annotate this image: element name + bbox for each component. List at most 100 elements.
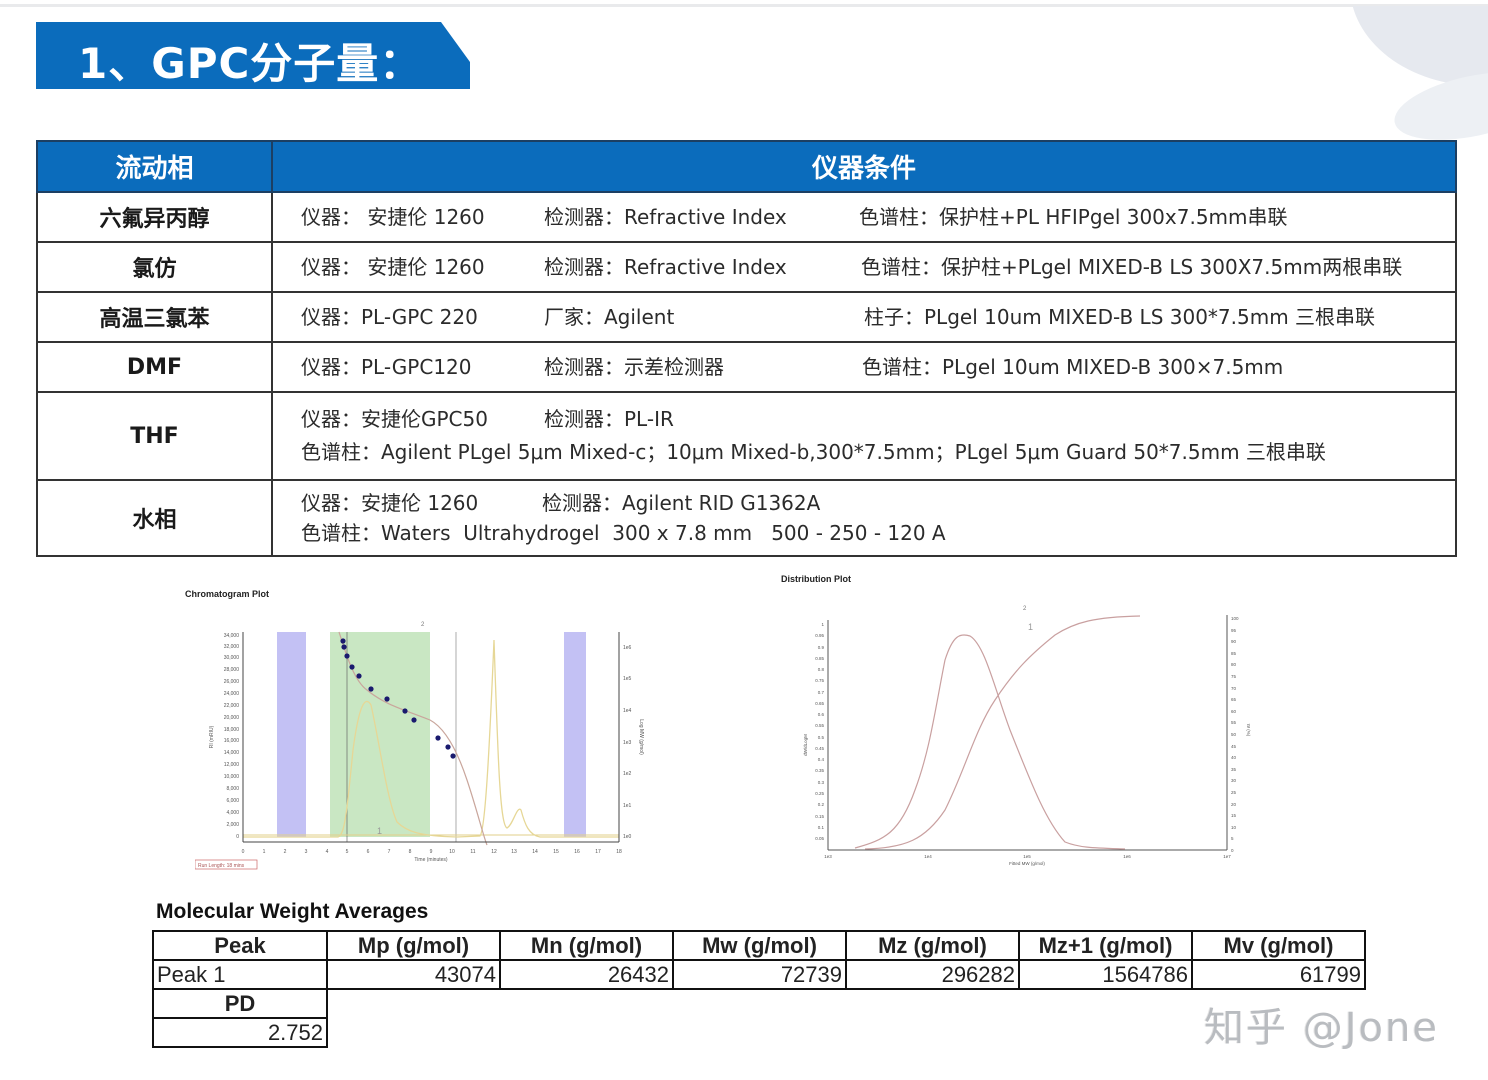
- mobile-phase-cell: 氯仿: [36, 241, 273, 293]
- svg-text:3: 3: [305, 849, 308, 855]
- column-text: 色谱柱：Waters Ultrahydrogel 300 x 7.8 mm 50…: [301, 521, 946, 545]
- y-axis-ticks: 0 2,000 4,000 6,000 8,000 10,000 12,000 …: [224, 633, 240, 840]
- svg-text:10,000: 10,000: [224, 774, 240, 780]
- watermark: 知乎 @Jone: [1204, 1005, 1439, 1051]
- mp-value: 43074: [326, 959, 501, 990]
- svg-text:85: 85: [1231, 651, 1237, 656]
- svg-text:7: 7: [388, 849, 391, 855]
- svg-text:18: 18: [616, 849, 622, 855]
- run-length-box: [195, 859, 258, 870]
- detector-text: 检测器：Refractive Index: [544, 254, 787, 279]
- column-text: 色谱柱：PLgel 10um MIXED-B 300×7.5mm: [862, 354, 1284, 379]
- svg-text:28,000: 28,000: [224, 667, 240, 673]
- mw-averages-table: Peak Mp (g/mol) Mn (g/mol) Mw (g/mol) Mz…: [152, 930, 1366, 1048]
- col-mz1: Mz+1 (g/mol): [1018, 930, 1193, 961]
- conditions-cell: 仪器： 安捷伦 1260 检测器：Refractive Index 色谱柱：保护…: [271, 191, 1457, 243]
- distribution-title: Distribution Plot: [781, 574, 851, 584]
- svg-text:26,000: 26,000: [224, 679, 240, 685]
- svg-text:0.15: 0.15: [815, 814, 824, 819]
- svg-text:1e3: 1e3: [623, 740, 632, 746]
- svg-text:60: 60: [1231, 709, 1237, 714]
- section-title: 1、GPC分子量：: [78, 39, 423, 88]
- svg-text:10: 10: [1231, 825, 1237, 830]
- svg-text:12,000: 12,000: [224, 762, 240, 768]
- svg-text:0.2: 0.2: [818, 802, 825, 807]
- instrument-text: 仪器：安捷伦 1260: [301, 491, 479, 515]
- svg-text:30,000: 30,000: [224, 655, 240, 661]
- svg-text:90: 90: [1231, 639, 1237, 644]
- svg-text:2,000: 2,000: [226, 822, 239, 828]
- calibration-points: [340, 638, 456, 759]
- svg-text:55: 55: [1231, 720, 1237, 725]
- detector-text: 检测器：Agilent RID G1362A: [542, 491, 821, 515]
- conditions-cell: 仪器： 安捷伦 1260 检测器：Refractive Index 色谱柱：保护…: [271, 241, 1457, 293]
- x-axis-label: Fitted MW (g/mol): [1009, 861, 1045, 866]
- mn-value: 26432: [499, 959, 674, 990]
- x-axis-ticks: 0 1 2 3 4 5 6 7 8 9 10 11 12 13 14 15 16…: [242, 849, 622, 855]
- svg-text:50: 50: [1231, 732, 1237, 737]
- svg-text:0: 0: [242, 849, 245, 855]
- svg-text:4,000: 4,000: [226, 810, 239, 816]
- svg-text:20: 20: [1231, 802, 1237, 807]
- column-text: 色谱柱：Agilent PLgel 5μm Mixed-c；10μm Mixed…: [301, 440, 1326, 464]
- svg-text:0.25: 0.25: [815, 791, 824, 796]
- y2-axis-ticks: 1e0 1e1 1e2 1e3 1e4 1e5 1e6: [623, 645, 632, 840]
- conditions-cell: 仪器：安捷伦GPC50 检测器：PL-IR 色谱柱：Agilent PLgel …: [271, 391, 1457, 481]
- instrument-text: 仪器：PL-GPC 220: [301, 304, 478, 329]
- y2-axis-label: W (%): [1246, 724, 1251, 737]
- svg-text:0.8: 0.8: [818, 667, 825, 672]
- distribution-plot: 2 1 0.05 0.1 0.15 0.2 0.25 0.3 0.35 0.4 …: [803, 606, 1251, 866]
- instrument-text: 仪器：安捷伦GPC50: [301, 407, 488, 431]
- svg-text:1: 1: [263, 849, 266, 855]
- svg-text:0.5: 0.5: [818, 735, 825, 740]
- table-row: THF 仪器：安捷伦GPC50 检测器：PL-IR 色谱柱：Agilent PL…: [36, 391, 1457, 481]
- svg-text:0.3: 0.3: [818, 780, 825, 785]
- column-text: 柱子：PLgel 10um MIXED-B LS 300*7.5mm 三根串联: [864, 304, 1376, 329]
- svg-text:0.55: 0.55: [815, 723, 824, 728]
- conditions-cell: 仪器：PL-GPC120 检测器：示差检测器 色谱柱：PLgel 10um MI…: [271, 341, 1457, 393]
- header-instrument-conditions: 仪器条件: [271, 140, 1457, 193]
- column-text: 色谱柱：保护柱+PL HFIPgel 300x7.5mm串联: [859, 204, 1288, 229]
- conditions-table: 流动相 仪器条件 六氟异丙醇 仪器： 安捷伦 1260 检测器：Refracti…: [36, 140, 1457, 557]
- top-divider: [0, 4, 1488, 7]
- integration-region: [330, 632, 430, 837]
- svg-text:1e4: 1e4: [924, 854, 932, 859]
- svg-text:32,000: 32,000: [224, 644, 240, 650]
- svg-text:0.75: 0.75: [815, 678, 824, 683]
- annotation-2: 2: [1023, 606, 1027, 612]
- col-mv: Mv (g/mol): [1191, 930, 1366, 961]
- svg-text:0.45: 0.45: [815, 746, 824, 751]
- baseline-region-left: [277, 632, 306, 837]
- annotation-1: 1: [377, 826, 382, 836]
- mobile-phase-cell: DMF: [36, 341, 273, 393]
- chromatogram-plot: 2 1 0 2,000 4,000 6,000 8,000 10,000 12,…: [195, 622, 644, 870]
- svg-text:0.1: 0.1: [818, 825, 825, 830]
- chromatogram-title: Chromatogram Plot: [185, 589, 270, 599]
- y2-axis-ticks: 0 5 10 15 20 25 30 35 40 45 50 55 60 65 …: [1231, 616, 1239, 853]
- svg-text:6: 6: [367, 849, 370, 855]
- svg-text:0.4: 0.4: [818, 757, 825, 762]
- col-mn: Mn (g/mol): [499, 930, 674, 961]
- col-mz: Mz (g/mol): [845, 930, 1020, 961]
- mz-value: 296282: [845, 959, 1020, 990]
- svg-text:0.65: 0.65: [815, 701, 824, 706]
- section-title-banner: 1、GPC分子量：: [36, 22, 470, 89]
- mw-value: 72739: [672, 959, 847, 990]
- svg-text:24,000: 24,000: [224, 691, 240, 697]
- svg-text:45: 45: [1231, 744, 1237, 749]
- svg-text:75: 75: [1231, 674, 1237, 679]
- svg-text:16,000: 16,000: [224, 738, 240, 744]
- mobile-phase-cell: THF: [36, 391, 273, 481]
- table-row: 水相 仪器：安捷伦 1260 检测器：Agilent RID G1362A 色谱…: [36, 479, 1457, 557]
- svg-text:70: 70: [1231, 686, 1237, 691]
- detector-text: 检测器：PL-IR: [544, 407, 674, 431]
- svg-text:20,000: 20,000: [224, 715, 240, 721]
- mobile-phase-cell: 水相: [36, 479, 273, 557]
- svg-text:1e5: 1e5: [623, 676, 632, 682]
- svg-text:1e5: 1e5: [1023, 854, 1031, 859]
- svg-text:18,000: 18,000: [224, 727, 240, 733]
- mz1-value: 1564786: [1018, 959, 1193, 990]
- svg-text:0: 0: [1231, 848, 1234, 853]
- svg-text:0.6: 0.6: [818, 712, 825, 717]
- svg-text:5: 5: [1231, 836, 1234, 841]
